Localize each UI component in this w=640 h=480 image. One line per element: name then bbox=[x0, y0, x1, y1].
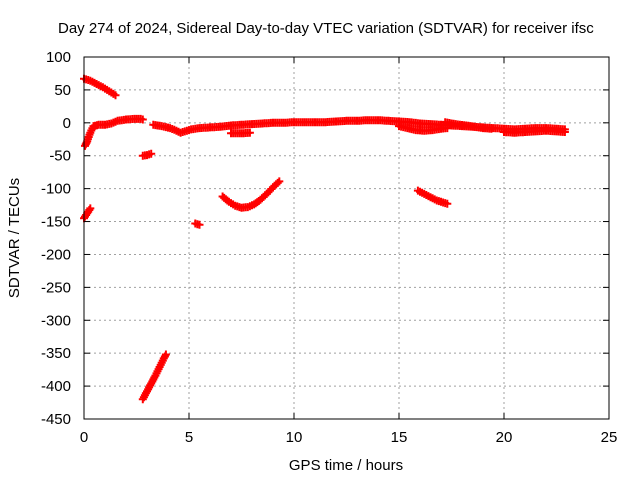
plot-frame bbox=[83, 56, 610, 420]
series-arc-m bbox=[500, 126, 569, 137]
data-markers bbox=[80, 74, 569, 404]
axis-ticks bbox=[83, 56, 610, 420]
y-tick-label: -100 bbox=[41, 181, 71, 198]
data-point bbox=[138, 115, 147, 124]
y-tick-label: 100 bbox=[46, 49, 71, 66]
chart-title: Day 274 of 2024, Sidereal Day-to-day VTE… bbox=[58, 20, 594, 37]
y-tick-labels: 100 50 0 -50 -100 -150 -200 -250 -300 -350 -400 -45… bbox=[41, 49, 71, 428]
series-arc-b bbox=[81, 114, 147, 150]
series-arc-c bbox=[80, 204, 95, 223]
data-point bbox=[86, 204, 95, 213]
data-point bbox=[560, 128, 569, 136]
x-tick-label: 15 bbox=[391, 429, 408, 446]
grid bbox=[84, 57, 609, 419]
series-arc-d bbox=[138, 149, 156, 160]
y-tick-label: -450 bbox=[41, 411, 71, 428]
series-arc-h bbox=[227, 128, 254, 138]
x-tick-label: 10 bbox=[286, 429, 303, 446]
y-tick-label: -250 bbox=[41, 279, 71, 296]
data-point bbox=[147, 149, 156, 158]
data-point bbox=[245, 128, 254, 137]
y-tick-label: -50 bbox=[49, 148, 71, 165]
series-arc-j bbox=[413, 186, 452, 208]
x-tick-label: 0 bbox=[80, 429, 88, 446]
x-tick-label: 25 bbox=[601, 429, 618, 446]
data-point bbox=[487, 124, 496, 133]
data-point bbox=[273, 178, 282, 187]
x-tick-label: 5 bbox=[185, 429, 193, 446]
series-arc-l bbox=[441, 118, 496, 133]
y-axis-label: SDTVAR / TECUs bbox=[6, 178, 23, 298]
series-arc-e bbox=[138, 350, 170, 404]
y-tick-label: -150 bbox=[41, 214, 71, 231]
data-point bbox=[195, 220, 204, 229]
y-tick-label: -350 bbox=[41, 345, 71, 362]
x-tick-labels: 0 5 10 15 20 25 bbox=[80, 429, 618, 446]
x-axis-label: GPS time / hours bbox=[289, 457, 403, 474]
y-tick-label: 0 bbox=[63, 115, 71, 132]
data-point bbox=[111, 91, 120, 100]
x-tick-label: 20 bbox=[496, 429, 513, 446]
data-point bbox=[161, 350, 170, 359]
y-tick-label: -300 bbox=[41, 312, 71, 329]
y-tick-label: 50 bbox=[54, 82, 71, 99]
data-point bbox=[275, 177, 284, 186]
y-tick-label: -200 bbox=[41, 246, 71, 263]
series-arc-g bbox=[191, 219, 204, 229]
data-point bbox=[443, 199, 452, 208]
y-tick-label: -400 bbox=[41, 378, 71, 395]
series-arc-i bbox=[218, 177, 284, 212]
